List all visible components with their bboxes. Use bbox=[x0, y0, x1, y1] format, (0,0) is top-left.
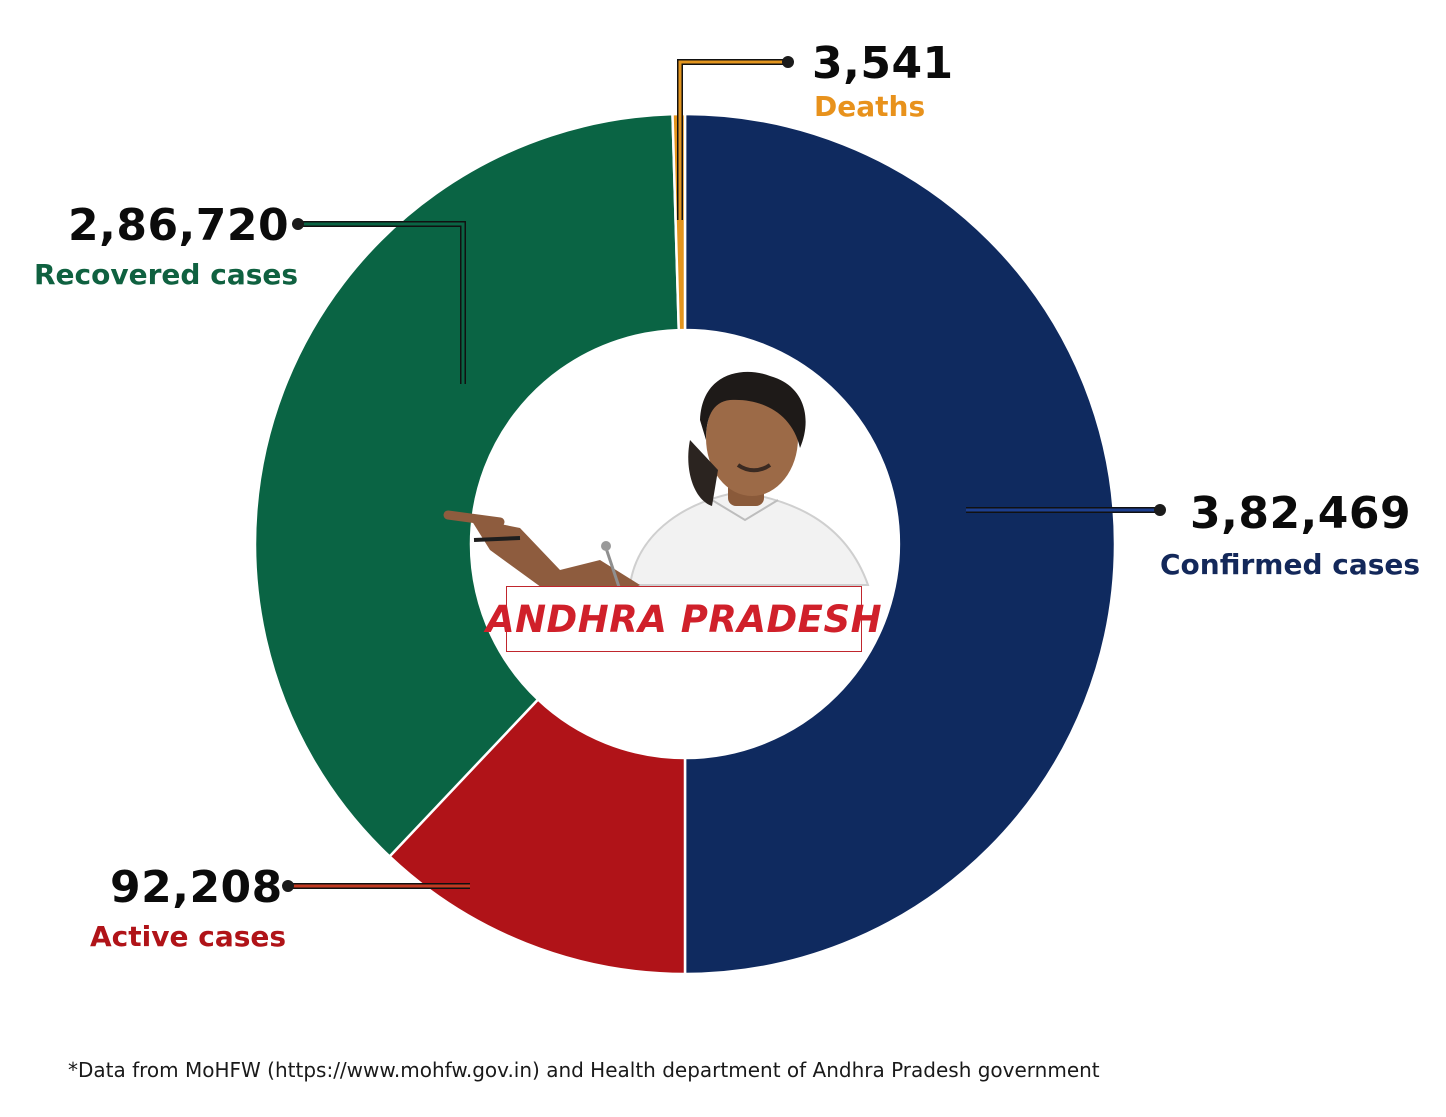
confirmed-label: Confirmed cases bbox=[1160, 548, 1421, 581]
deaths-leader-line bbox=[677, 56, 794, 220]
confirmed-leader-line bbox=[966, 504, 1166, 516]
deaths-value: 3,541 bbox=[812, 38, 954, 89]
state-name-text: ANDHRA PRADESH bbox=[485, 597, 883, 641]
confirmed-value: 3,82,469 bbox=[1190, 488, 1412, 539]
footnote-source: *Data from MoHFW (https://www.mohfw.gov.… bbox=[68, 1058, 1100, 1082]
donut-slice-active bbox=[387, 697, 687, 976]
recovered-label: Recovered cases bbox=[34, 258, 299, 291]
state-name-banner: ANDHRA PRADESH bbox=[486, 586, 882, 652]
active-value: 92,208 bbox=[110, 862, 283, 913]
center-portrait-image bbox=[443, 371, 870, 600]
recovered-value: 2,86,720 bbox=[68, 200, 290, 251]
recovered-leader-line bbox=[292, 218, 466, 384]
active-label: Active cases bbox=[90, 920, 287, 953]
donut-slice-confirmed bbox=[683, 112, 1117, 976]
deaths-label: Deaths bbox=[814, 90, 926, 123]
donut-slice-recovered bbox=[253, 112, 681, 859]
active-leader-line bbox=[282, 880, 470, 892]
